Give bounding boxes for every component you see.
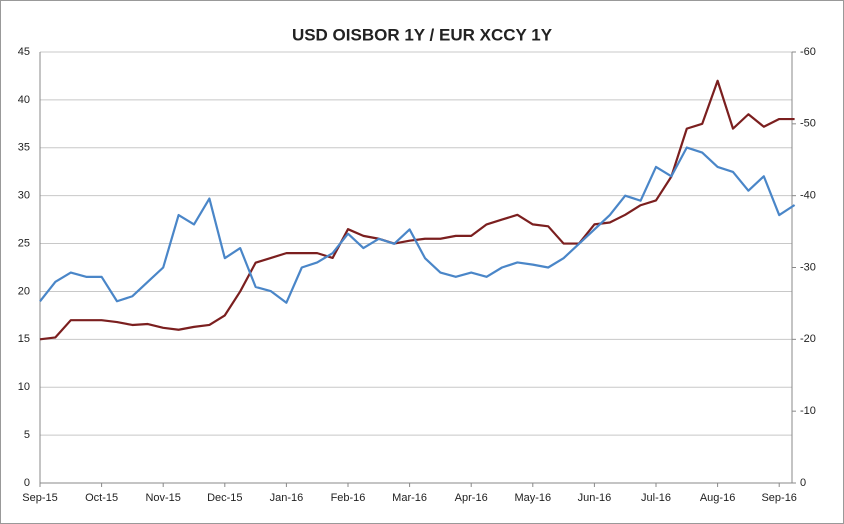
line-series <box>39 79 795 341</box>
y2-tick-label: 0 <box>800 477 806 489</box>
y2-tick-label: -40 <box>800 190 816 202</box>
x-tick-label: Nov-15 <box>145 492 180 504</box>
x-tick-label: Feb-16 <box>331 492 366 504</box>
chart-title: USD OISBOR 1Y / EUR XCCY 1Y <box>292 25 553 44</box>
y2-tick-label: -50 <box>800 118 816 130</box>
line-series <box>39 146 796 304</box>
x-tick-label: Mar-16 <box>392 492 427 504</box>
x-tick-label: Sep-16 <box>761 492 796 504</box>
y-tick-label: 45 <box>18 46 30 58</box>
x-tick-label: Jul-16 <box>641 492 671 504</box>
x-tick-label: Aug-16 <box>700 492 735 504</box>
y-tick-label: 15 <box>18 333 30 345</box>
y-tick-label: 10 <box>18 381 30 393</box>
y2-tick-label: -30 <box>800 261 816 273</box>
y-tick-label: 25 <box>18 237 30 249</box>
y2-tick-label: -20 <box>800 333 816 345</box>
y-tick-label: 30 <box>18 190 30 202</box>
y2-tick-label: -10 <box>800 405 816 417</box>
x-tick-label: May-16 <box>514 492 551 504</box>
x-tick-label: Apr-16 <box>455 492 488 504</box>
x-tick-label: Dec-15 <box>207 492 242 504</box>
y-tick-label: 20 <box>18 285 30 297</box>
x-tick-label: Sep-15 <box>22 492 57 504</box>
y2-tick-label: -60 <box>800 46 816 58</box>
x-tick-label: Jan-16 <box>270 492 304 504</box>
x-tick-label: Oct-15 <box>85 492 118 504</box>
y-tick-label: 40 <box>18 94 30 106</box>
y-tick-label: 0 <box>24 477 30 489</box>
x-tick-label: Jun-16 <box>578 492 612 504</box>
y-tick-label: 5 <box>24 429 30 441</box>
y-tick-label: 35 <box>18 142 30 154</box>
